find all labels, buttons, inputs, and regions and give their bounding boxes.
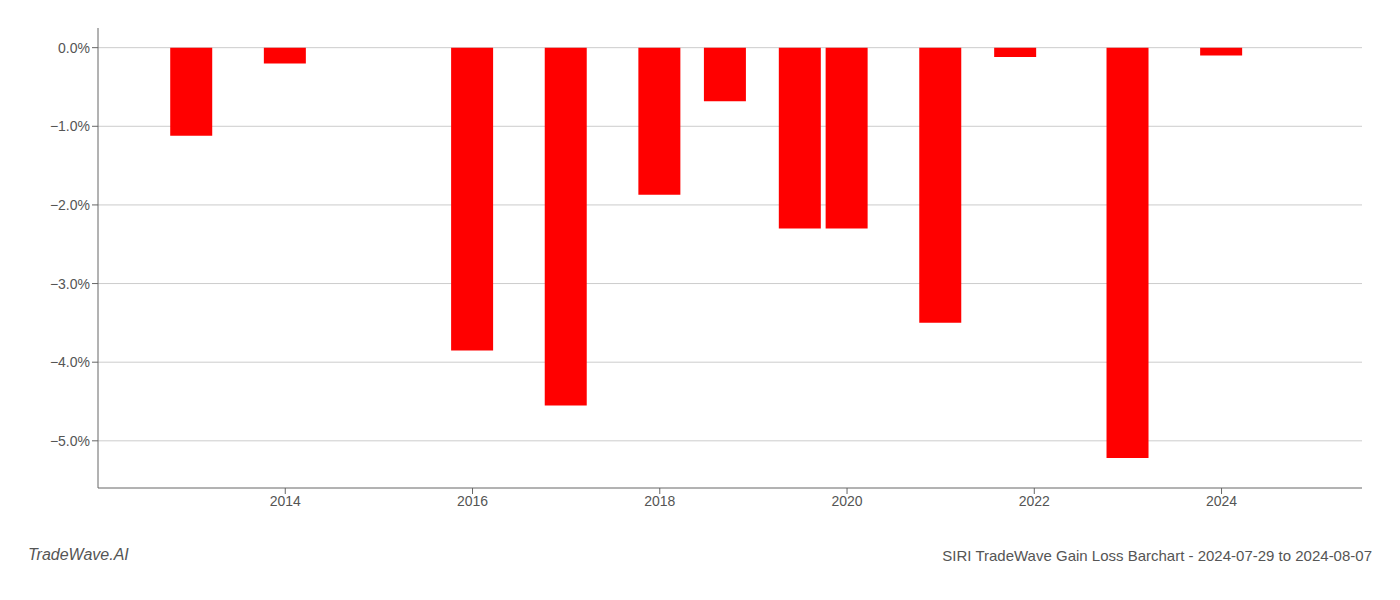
svg-text:−4.0%: −4.0% xyxy=(50,354,90,370)
svg-text:0.0%: 0.0% xyxy=(58,40,90,56)
svg-text:2018: 2018 xyxy=(644,493,675,509)
svg-text:−1.0%: −1.0% xyxy=(50,118,90,134)
svg-text:2022: 2022 xyxy=(1019,493,1050,509)
svg-text:−2.0%: −2.0% xyxy=(50,197,90,213)
svg-text:−5.0%: −5.0% xyxy=(50,433,90,449)
html-text:TradeWave.AI: TradeWave.AI xyxy=(28,546,129,563)
svg-text:2016: 2016 xyxy=(457,493,488,509)
svg-text:−3.0%: −3.0% xyxy=(50,276,90,292)
svg-text:2020: 2020 xyxy=(831,493,862,509)
svg-text:2014: 2014 xyxy=(270,493,301,509)
svg-text:2024: 2024 xyxy=(1206,493,1237,509)
html-text:SIRI TradeWave Gain Loss Barch: SIRI TradeWave Gain Loss Barchart - 2024… xyxy=(942,547,1372,564)
